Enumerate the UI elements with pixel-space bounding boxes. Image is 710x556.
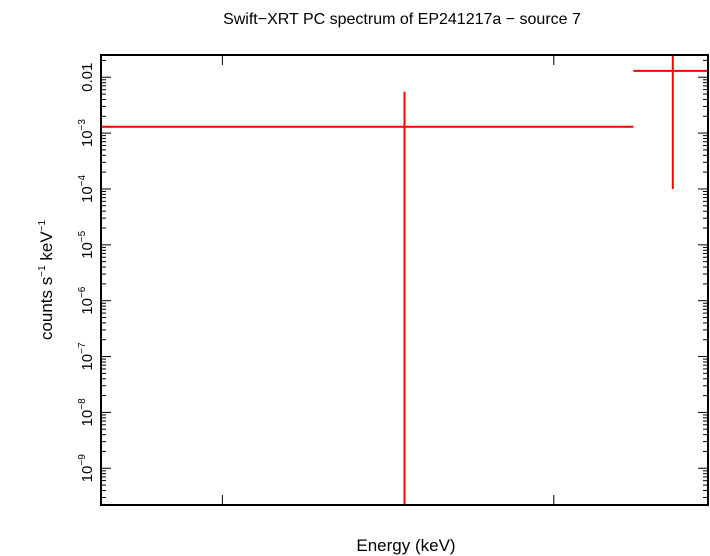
y-grid-ticks: 10−9 10−8 10−7 10−6 10−5 10−4 10−3 0.01 [77, 59, 708, 498]
data-point [633, 55, 708, 189]
x-ticks [221, 55, 555, 505]
data-point [101, 91, 634, 505]
y-tick-label: 10−5 [77, 230, 96, 259]
chart-title: Swift−XRT PC spectrum of EP241217a − sou… [223, 11, 581, 28]
data-points [101, 55, 708, 505]
x-axis-label: Energy (keV) [356, 536, 455, 555]
y-tick-label: 10−7 [77, 342, 96, 371]
y-tick-label: 10−9 [77, 454, 96, 483]
plot-frame [100, 54, 709, 506]
y-tick-label: 10−4 [77, 174, 96, 203]
y-axis-label: counts s−1 keV−1 [37, 219, 56, 340]
y-tick-label: 10−8 [77, 398, 96, 427]
y-tick-label: 10−6 [77, 286, 96, 315]
y-tick-label: 10−3 [77, 119, 96, 148]
y-tick-label: 0.01 [79, 63, 96, 92]
